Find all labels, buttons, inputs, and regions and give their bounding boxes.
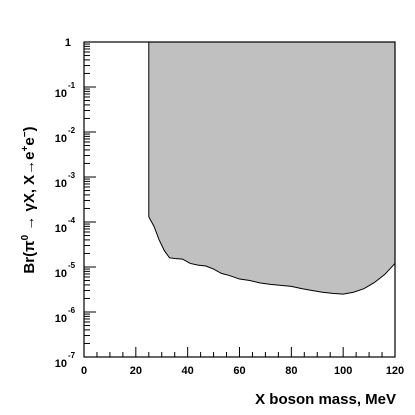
- excluded-region-0: [148, 42, 395, 295]
- x-tick-label: 120: [386, 365, 404, 377]
- x-tick-label: 80: [285, 365, 297, 377]
- y-tick-exponent: -4: [68, 216, 76, 225]
- y-title-part: → γX, X→e: [21, 151, 38, 234]
- y-tick-label: 10-4: [55, 216, 76, 235]
- y-tick-label: 10-1: [55, 81, 76, 100]
- x-tick-label: 40: [182, 365, 194, 377]
- x-tick-label: 60: [233, 365, 245, 377]
- y-title-part: 0: [20, 234, 31, 240]
- y-tick-base: 1: [65, 37, 71, 49]
- y-title-part: −: [20, 131, 31, 137]
- y-tick-exponent: -1: [68, 81, 76, 90]
- y-tick-exponent: -7: [68, 351, 76, 360]
- y-tick-base: 10: [55, 178, 67, 190]
- y-tick-base: 10: [55, 223, 67, 235]
- x-tick-label: 0: [81, 365, 87, 377]
- y-tick-base: 10: [55, 268, 67, 280]
- y-title-part: +: [20, 145, 31, 151]
- y-tick-label: 10-7: [55, 351, 76, 370]
- y-tick-exponent: -2: [68, 126, 76, 135]
- y-tick-base: 10: [55, 313, 67, 325]
- x-axis-title: X boson mass, MeV: [255, 391, 396, 408]
- x-tick-label: 100: [334, 365, 352, 377]
- y-title-part: e: [21, 137, 38, 145]
- y-tick-exponent: -6: [68, 306, 76, 315]
- y-title-part: ): [21, 126, 38, 131]
- y-tick-label: 10-3: [55, 171, 76, 190]
- x-tick-label: 20: [130, 365, 142, 377]
- y-title-part: Br(π: [21, 240, 38, 274]
- y-tick-base: 10: [55, 88, 67, 100]
- plot-area: 0 20 40 60 80 100 120110-110-210-310-410-510-6…: [55, 37, 404, 377]
- y-tick-label: 10-5: [55, 261, 76, 280]
- y-tick-label: 1: [65, 37, 71, 49]
- y-tick-label: 10-6: [55, 306, 76, 325]
- y-tick-base: 10: [55, 133, 67, 145]
- y-axis-title: Br(π0 → γX, X→e+e−): [20, 126, 38, 273]
- exclusion-boundary-0: [148, 42, 396, 295]
- y-tick-exponent: -5: [68, 261, 76, 270]
- y-tick-base: 10: [55, 358, 67, 370]
- y-tick-label: 10-2: [55, 126, 76, 145]
- y-tick-exponent: -3: [68, 171, 76, 180]
